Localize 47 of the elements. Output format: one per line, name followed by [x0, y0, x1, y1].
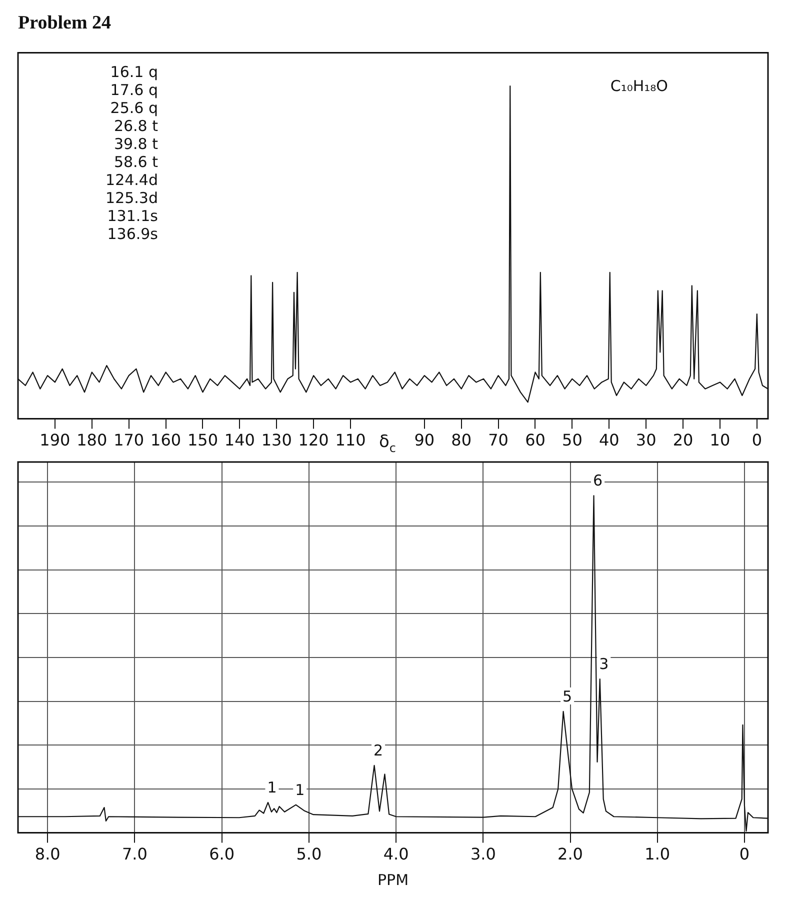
x-tick-label: 140 [224, 430, 255, 450]
x-tick-label: 3.0 [470, 844, 496, 864]
x-axis-title: PPM [377, 870, 409, 889]
annotation: 136.9s [107, 224, 158, 243]
annotation: 131.1s [107, 206, 158, 225]
x-tick-label: 150 [187, 430, 218, 450]
x-tick-label: 5.0 [296, 844, 322, 864]
x-tick-label: 2.0 [558, 844, 583, 864]
annotation: 26.8 t [114, 116, 158, 135]
x-tick-label: 160 [150, 430, 182, 450]
x-tick-label: 50 [562, 430, 582, 450]
x-tick-label: 60 [525, 430, 546, 450]
x-tick-label: 4.0 [383, 844, 409, 864]
annotation: 58.6 t [114, 152, 158, 171]
annotation: 3 [599, 655, 609, 674]
x-tick-label: 110 [335, 430, 366, 450]
x-tick-label: 0 [739, 844, 750, 864]
x-tick-label: 0 [752, 430, 762, 450]
annotation: 6 [593, 472, 603, 490]
x-tick-label: 10 [710, 430, 730, 450]
x-tick-label: 90 [414, 430, 435, 450]
annotation: 39.8 t [114, 134, 158, 153]
annotation: 1 [267, 778, 277, 796]
annotation: 5 [562, 687, 572, 706]
x-tick-label: 170 [114, 430, 144, 450]
x-tick-label: 30 [636, 430, 656, 450]
text: 16.1 q [110, 62, 158, 81]
x-tick-label: 7.0 [122, 844, 148, 864]
x-tick-label: 6.0 [209, 844, 235, 864]
annotation: 25.6 q [110, 98, 158, 117]
annotation: 125.3d [106, 188, 158, 207]
x-tick-label: 190 [40, 430, 70, 450]
annotation: 2 [374, 741, 384, 760]
x-tick-label: 20 [672, 430, 694, 450]
x-tick-label: 180 [76, 430, 108, 450]
x-tick-label: 120 [298, 430, 329, 450]
chart-title: Problem 24 [18, 12, 112, 34]
annotation: 124.4d [106, 170, 158, 189]
x-tick-label: 8.0 [34, 844, 60, 864]
annotation: 1 [295, 780, 305, 799]
x-tick-label: 70 [488, 430, 508, 450]
x-tick-label: 130 [261, 430, 292, 450]
x-tick-label: 1.0 [644, 844, 670, 864]
chart-subtitle: C₁₀H₁₈O [610, 76, 668, 95]
annotation: 17.6 q [110, 80, 158, 99]
x-tick-label: 40 [598, 430, 620, 450]
x-tick-label: 80 [451, 430, 472, 450]
